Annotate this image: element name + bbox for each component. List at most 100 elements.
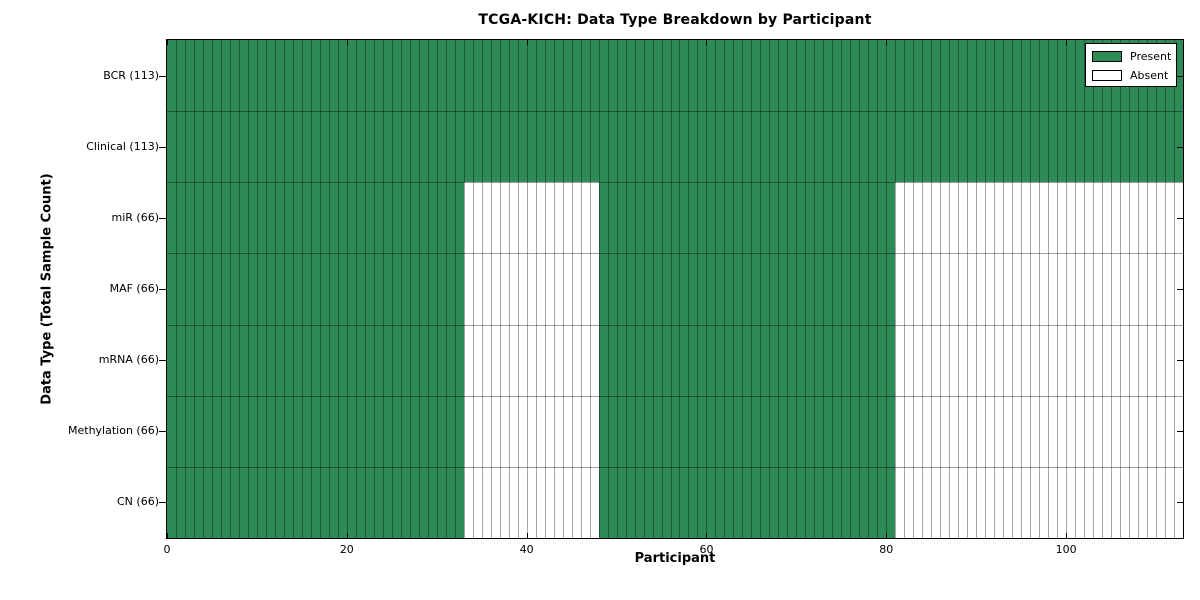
heatmap-row-clinical <box>167 111 1183 183</box>
cell-gridline <box>886 40 888 538</box>
cell-gridline <box>940 40 942 538</box>
y-tick <box>159 217 166 219</box>
heatmap-row-maf <box>167 253 1183 325</box>
cell-gridline <box>994 40 996 538</box>
cell-gridline <box>589 40 591 538</box>
cell-gridline <box>643 40 645 538</box>
x-tick <box>886 40 888 45</box>
cell-gridline <box>895 40 897 538</box>
y-tick <box>1177 431 1183 433</box>
cell-gridline <box>463 40 465 538</box>
y-tick-label: miR (66) <box>111 210 160 224</box>
x-tick-label: 40 <box>519 543 534 556</box>
x-tick-label: 0 <box>163 543 171 556</box>
present-segment <box>598 253 896 325</box>
cell-gridline <box>598 40 600 538</box>
heatmap-row-bcr <box>167 40 1183 112</box>
cell-gridline <box>634 40 636 538</box>
plot-area <box>166 39 1184 539</box>
cell-gridline <box>526 40 528 538</box>
legend-entry-present: Present <box>1092 49 1171 63</box>
x-tick <box>706 40 708 45</box>
x-tick <box>886 533 888 538</box>
cell-gridline <box>544 40 546 538</box>
cell-gridline <box>508 40 510 538</box>
cell-gridline <box>211 40 213 538</box>
cell-gridline <box>1066 40 1068 538</box>
cell-gridline <box>292 40 294 538</box>
y-tick-label: mRNA (66) <box>98 353 159 367</box>
cell-gridline <box>1012 40 1014 538</box>
row-divider <box>167 253 1183 255</box>
x-tick <box>526 40 528 45</box>
cell-gridline <box>796 40 798 538</box>
cell-gridline <box>382 40 384 538</box>
cell-gridline <box>364 40 366 538</box>
cell-gridline <box>571 40 573 538</box>
row-divider <box>167 111 1183 113</box>
x-tick <box>706 533 708 538</box>
cell-gridline <box>778 40 780 538</box>
cell-gridline <box>652 40 654 538</box>
cell-gridline <box>400 40 402 538</box>
cell-gridline <box>1030 40 1032 538</box>
row-divider <box>167 182 1183 184</box>
cell-gridline <box>517 40 519 538</box>
cell-gridline <box>841 40 843 538</box>
cell-gridline <box>1021 40 1023 538</box>
present-segment <box>167 466 464 538</box>
cell-gridline <box>238 40 240 538</box>
heatmap-row-mrna <box>167 324 1183 396</box>
cell-gridline <box>1102 40 1104 538</box>
cell-gridline <box>1093 40 1095 538</box>
cell-gridline <box>256 40 258 538</box>
cell-gridline <box>481 40 483 538</box>
cell-gridline <box>391 40 393 538</box>
cell-gridline <box>499 40 501 538</box>
present-segment <box>167 111 1183 183</box>
cell-gridline <box>1048 40 1050 538</box>
cell-gridline <box>877 40 879 538</box>
cell-gridline <box>679 40 681 538</box>
cell-gridline <box>1057 40 1059 538</box>
cell-gridline <box>328 40 330 538</box>
cell-gridline <box>967 40 969 538</box>
y-tick <box>159 146 166 148</box>
y-tick-label: CN (66) <box>117 495 159 509</box>
present-segment <box>167 253 464 325</box>
cell-gridline <box>805 40 807 538</box>
cell-gridline <box>436 40 438 538</box>
cell-gridline <box>688 40 690 538</box>
cell-gridline <box>976 40 978 538</box>
cell-gridline <box>319 40 321 538</box>
cell-gridline <box>535 40 537 538</box>
cell-gridline <box>706 40 708 538</box>
cell-gridline <box>283 40 285 538</box>
cell-gridline <box>220 40 222 538</box>
legend: Present Absent <box>1085 43 1177 87</box>
cell-gridline <box>1039 40 1041 538</box>
cell-gridline <box>1120 40 1122 538</box>
y-tick-label: Methylation (66) <box>68 424 159 438</box>
cell-gridline <box>355 40 357 538</box>
x-tick <box>1066 40 1068 45</box>
cell-gridline <box>409 40 411 538</box>
y-tick <box>1177 75 1183 77</box>
legend-entry-absent: Absent <box>1092 68 1168 82</box>
cell-gridline <box>949 40 951 538</box>
cell-gridline <box>1075 40 1077 538</box>
present-swatch <box>1092 50 1122 62</box>
cell-gridline <box>229 40 231 538</box>
cell-gridline <box>985 40 987 538</box>
cell-gridline <box>184 40 186 538</box>
heatmap-row-cn <box>167 466 1183 538</box>
cell-gridline <box>1084 40 1086 538</box>
y-tick <box>1177 289 1183 290</box>
y-tick <box>1177 502 1183 504</box>
chart-title: TCGA-KICH: Data Type Breakdown by Partic… <box>478 12 872 28</box>
cell-gridline <box>427 40 429 538</box>
cell-gridline <box>193 40 195 538</box>
y-tick <box>159 75 166 77</box>
cell-gridline <box>274 40 276 538</box>
